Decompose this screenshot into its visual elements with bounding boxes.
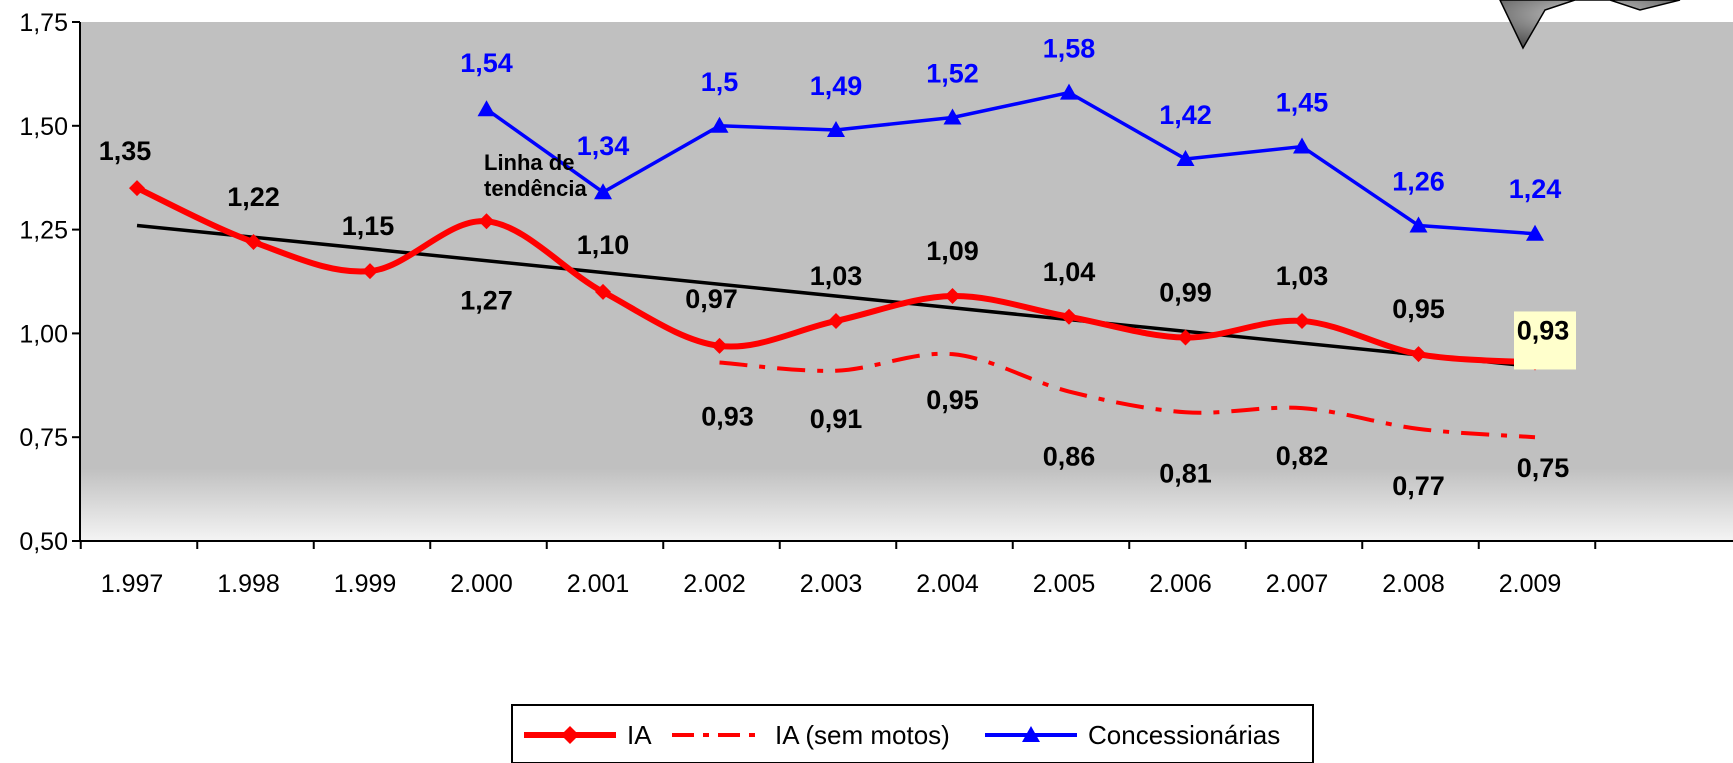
data-label: 0,97 (685, 284, 738, 314)
legend-label: IA (627, 720, 652, 750)
data-point (595, 283, 611, 300)
data-label: 1,5 (701, 67, 739, 97)
data-label: 1,34 (577, 131, 630, 161)
data-label: 0,95 (926, 385, 979, 415)
data-label: 0,95 (1392, 294, 1445, 324)
x-tick-label: 2.000 (450, 570, 513, 598)
data-point (129, 180, 145, 197)
x-tick-label: 2.002 (683, 570, 746, 598)
data-label: 1,58 (1043, 34, 1096, 64)
data-label: 1,26 (1392, 166, 1445, 196)
series-line-2 (485, 90, 1536, 236)
x-tick-label: 2.008 (1382, 570, 1445, 598)
data-label: 0,86 (1043, 442, 1096, 472)
highlight-box (1514, 311, 1576, 370)
data-point (1177, 329, 1194, 346)
legend-box (511, 704, 1314, 763)
legend-marker-triangle (1022, 726, 1040, 742)
data-label: 1,09 (926, 236, 979, 266)
data-label: 1,04 (1043, 257, 1096, 287)
legend-label: Concessionárias (1088, 720, 1280, 750)
data-label: 1,24 (1509, 174, 1562, 204)
star-decoration-icon (1499, 0, 1681, 50)
data-label: 1,10 (577, 230, 630, 260)
data-label: 1,35 (99, 136, 152, 166)
x-tick-label: 2.005 (1033, 570, 1096, 598)
x-tick-label: 2.004 (916, 570, 979, 598)
data-label: 1,15 (342, 211, 395, 241)
data-point (828, 312, 844, 329)
y-tick-label: 0,50 (19, 528, 68, 556)
legend-marker-diamond (561, 726, 579, 744)
data-point (1176, 150, 1195, 167)
data-point (711, 337, 728, 354)
data-label: 1,03 (1276, 261, 1329, 291)
data-point (478, 213, 495, 230)
data-label: 0,77 (1392, 471, 1445, 501)
data-point (1294, 312, 1310, 329)
data-point (1061, 308, 1077, 325)
data-point (1410, 346, 1427, 363)
data-label: 0,91 (810, 404, 863, 434)
data-label: 0,93 (1517, 315, 1570, 345)
y-tick-label: 1,25 (19, 217, 68, 245)
y-tick-label: 0,75 (19, 424, 68, 452)
data-label: 1,22 (227, 182, 280, 212)
data-point (944, 288, 961, 305)
data-point (362, 263, 378, 280)
legend-label: IA (sem motos) (775, 720, 950, 750)
data-point (477, 100, 496, 117)
data-point (1060, 83, 1078, 100)
data-label: 1,27 (460, 285, 513, 315)
x-tick-label: 2.009 (1499, 570, 1562, 598)
data-point (1293, 137, 1311, 154)
data-point (1526, 224, 1544, 241)
x-tick-label: 2.001 (567, 570, 630, 598)
data-label: 0,81 (1159, 458, 1212, 488)
data-label: 1,52 (926, 58, 979, 88)
x-tick-label: 1.998 (217, 570, 280, 598)
data-point (1409, 216, 1428, 233)
x-tick-label: 2.007 (1266, 570, 1329, 598)
trend-annotation: Linha de tendência (484, 150, 587, 201)
data-label: 0,99 (1159, 278, 1212, 308)
data-label: 0,75 (1517, 453, 1570, 483)
x-tick-label: 2.006 (1149, 570, 1212, 598)
data-label: 1,03 (810, 261, 863, 291)
y-tick-label: 1,00 (19, 320, 68, 348)
y-tick-label: 1,75 (19, 9, 68, 37)
data-label: 1,54 (460, 48, 513, 78)
data-point (827, 120, 845, 137)
data-label: 1,45 (1276, 88, 1329, 118)
x-tick-label: 1.999 (334, 570, 397, 598)
data-label: 1,49 (810, 71, 863, 101)
data-point (943, 108, 962, 125)
y-tick-label: 1,50 (19, 113, 68, 141)
trend-line (136, 223, 1536, 369)
data-point (245, 234, 262, 251)
data-label: 0,82 (1276, 441, 1329, 471)
data-label: 0,93 (701, 401, 754, 431)
data-point (594, 183, 612, 200)
series-line-1 (719, 351, 1536, 440)
data-point (710, 116, 729, 133)
x-tick-label: 1.997 (101, 570, 164, 598)
x-tick-label: 2.003 (800, 570, 863, 598)
plot-area (80, 22, 1733, 541)
data-label: 1,42 (1159, 100, 1212, 130)
